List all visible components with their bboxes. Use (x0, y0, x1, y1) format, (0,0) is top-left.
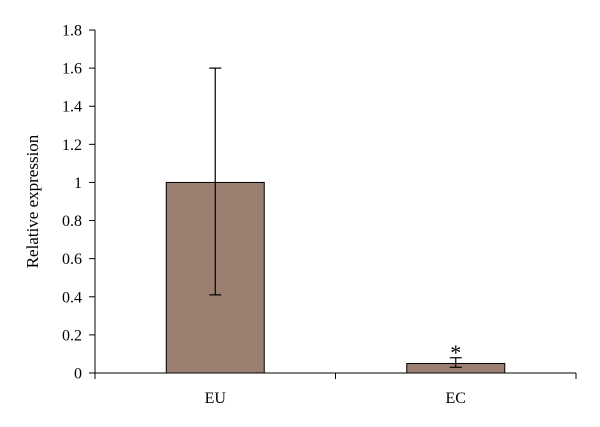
y-axis-ticks: 0 0.2 0.4 0.6 0.8 1 1.2 1.4 1.6 1.8 (62, 23, 95, 383)
y-tick-label: 1.4 (62, 99, 82, 116)
x-tick-label: EC (446, 390, 466, 407)
significance-marker: * (450, 340, 461, 365)
y-tick-label: 1.8 (62, 23, 82, 40)
y-tick-label: 0.2 (62, 327, 82, 344)
y-axis-title: Relative expression (23, 134, 42, 268)
error-bars (209, 67, 462, 368)
x-tick-label: EU (205, 390, 227, 407)
error-bar-ec (449, 357, 462, 368)
y-tick-label: 0.4 (62, 289, 82, 306)
y-tick-label: 0.8 (62, 213, 82, 230)
y-tick-label: 1 (74, 175, 82, 192)
y-tick-label: 0 (74, 366, 82, 383)
y-tick-label: 0.6 (62, 251, 82, 268)
y-tick-label: 1.2 (62, 137, 82, 154)
y-tick-label: 1.6 (62, 61, 82, 78)
significance-annotations: * (450, 340, 461, 365)
error-bar-eu (209, 67, 222, 296)
x-axis-ticks: EU EC (94, 373, 577, 407)
